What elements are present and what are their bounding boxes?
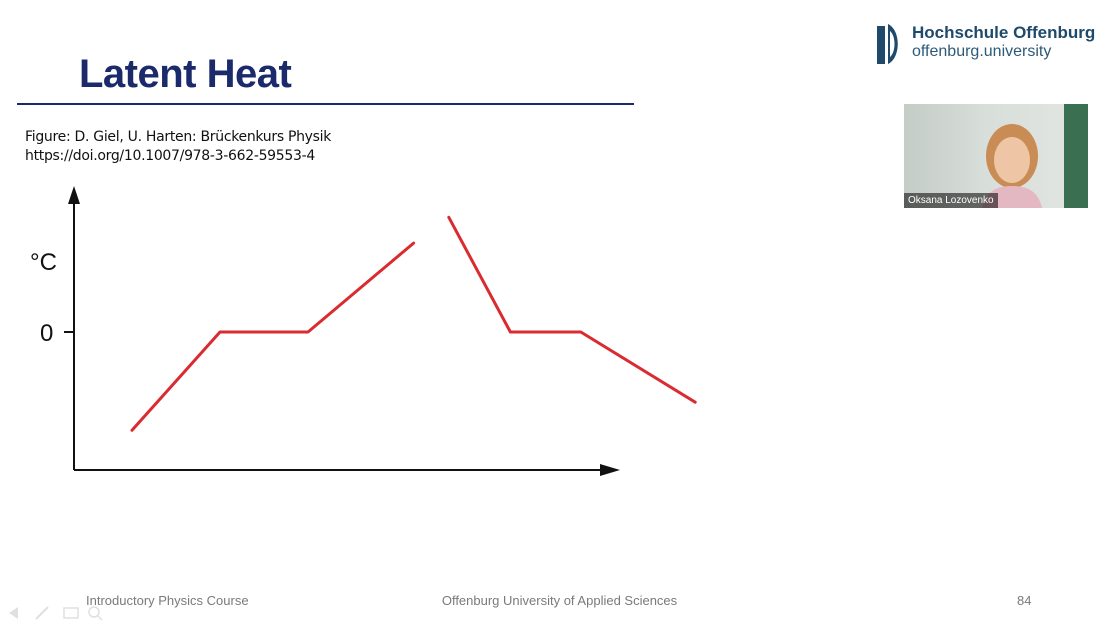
y-axis-arrow bbox=[68, 186, 80, 204]
slide-title: Latent Heat bbox=[79, 52, 292, 96]
x-axis-arrow bbox=[600, 464, 620, 476]
caption-source: Figure: D. Giel, U. Harten: Brückenkurs … bbox=[25, 129, 332, 145]
university-logo: Hochschule Offenburg offenburg.universit… bbox=[877, 22, 1102, 68]
slides-icon[interactable] bbox=[63, 607, 79, 619]
y-axis-label: °C bbox=[30, 249, 57, 276]
cooling-curve bbox=[447, 215, 697, 404]
slide-toolbar[interactable] bbox=[6, 604, 106, 622]
previous-icon[interactable] bbox=[9, 607, 18, 619]
figure-caption: Figure: D. Giel, U. Harten: Brückenkurs … bbox=[25, 128, 331, 166]
chart-axes: °C 0 bbox=[30, 186, 620, 476]
chart-series bbox=[130, 215, 697, 432]
logo-subtitle: offenburg.university bbox=[912, 43, 1052, 60]
pen-icon[interactable] bbox=[35, 606, 49, 620]
title-underline bbox=[17, 103, 634, 105]
footer-course: Introductory Physics Course bbox=[86, 593, 249, 608]
heating-curve bbox=[130, 241, 416, 432]
logo-mark-icon bbox=[877, 24, 898, 64]
caption-doi: https://doi.org/10.1007/978-3-662-59553-… bbox=[25, 148, 315, 164]
logo-name: Hochschule Offenburg bbox=[912, 23, 1096, 42]
zoom-icon[interactable] bbox=[88, 606, 103, 621]
video-thumbnail[interactable]: Oksana Lozovenko bbox=[904, 104, 1088, 208]
page-number: 84 bbox=[1017, 593, 1032, 608]
participant-name: Oksana Lozovenko bbox=[904, 193, 998, 208]
y-tick-label-zero: 0 bbox=[40, 320, 53, 347]
footer-institution: Offenburg University of Applied Sciences bbox=[441, 593, 678, 608]
video-background-door bbox=[1064, 104, 1088, 208]
